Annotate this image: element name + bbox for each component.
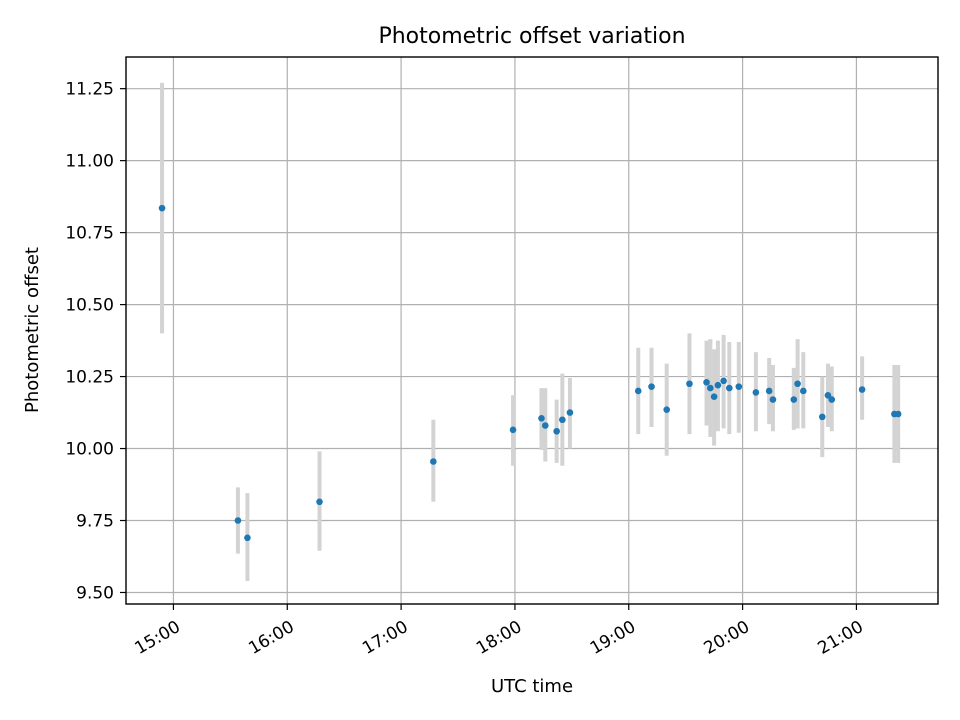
data-point [752, 389, 760, 396]
data-point [799, 387, 807, 395]
data-point [244, 534, 251, 542]
data-point [794, 380, 801, 388]
data-point [858, 386, 866, 393]
data-point [158, 204, 166, 212]
y-tick-label: 11.00 [65, 152, 114, 172]
data-point [686, 380, 693, 388]
y-tick-label: 10.50 [65, 296, 114, 316]
data-point [703, 379, 710, 386]
data-point [710, 393, 718, 401]
data-point [663, 406, 671, 413]
data-point [720, 377, 727, 385]
data-point [553, 427, 560, 435]
data-point [538, 415, 545, 422]
chart-title: Photometric offset variation [378, 24, 685, 49]
y-tick-label: 10.75 [65, 224, 114, 244]
data-point [234, 517, 242, 524]
data-point [566, 409, 574, 416]
data-point [818, 413, 826, 421]
data-point [769, 396, 777, 403]
data-point [735, 383, 743, 390]
y-tick-label: 10.00 [65, 440, 114, 460]
y-tick-label: 9.75 [76, 512, 114, 532]
data-point [765, 387, 773, 395]
y-tick-label: 10.25 [65, 368, 114, 388]
data-point [430, 458, 437, 465]
data-point [559, 416, 566, 424]
data-point [894, 410, 902, 418]
data-point [634, 387, 642, 395]
data-point [790, 396, 798, 403]
y-tick-label: 9.50 [76, 583, 114, 603]
data-point [316, 498, 323, 506]
y-axis-label: Photometric offset [22, 247, 43, 413]
x-axis-label: UTC time [491, 676, 573, 697]
data-point [541, 422, 549, 429]
data-point [707, 384, 714, 392]
plot-frame [125, 56, 939, 605]
data-point [509, 426, 517, 434]
y-tick-label: 11.25 [65, 80, 114, 100]
data-point [828, 396, 836, 403]
data-point [714, 381, 722, 389]
data-point [648, 383, 655, 390]
data-point [726, 384, 733, 392]
data-point [824, 391, 832, 399]
